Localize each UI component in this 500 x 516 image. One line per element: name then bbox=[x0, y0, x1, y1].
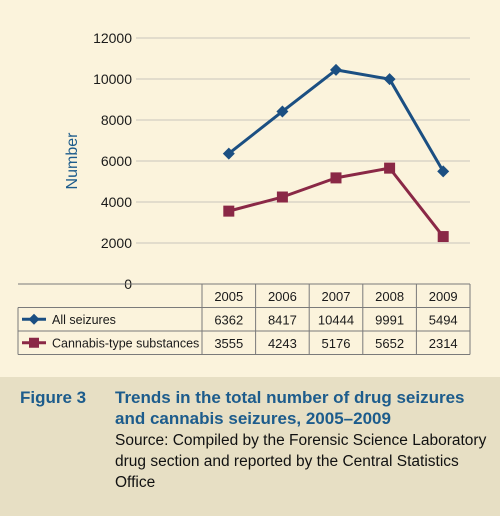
y-axis-label: Number bbox=[64, 132, 81, 190]
table-value: 9991 bbox=[375, 312, 404, 327]
data-point-diamond bbox=[222, 147, 235, 160]
x-category-label: 2005 bbox=[214, 289, 243, 304]
legend-marker-diamond bbox=[28, 313, 40, 325]
table-value: 8417 bbox=[268, 312, 297, 327]
caption-body: Trends in the total number of drug seizu… bbox=[115, 387, 490, 493]
data-point-square bbox=[330, 172, 342, 184]
y-tick-label: 10000 bbox=[93, 71, 132, 87]
x-category-label: 2007 bbox=[322, 289, 351, 304]
data-point-diamond bbox=[383, 73, 396, 86]
data-point-square bbox=[276, 191, 288, 203]
table-value: 5652 bbox=[375, 336, 404, 351]
chart-panel: 0 2000 4000 6000 8000 10000 12000 Number 2005 200… bbox=[17, 30, 471, 355]
y-tick-label: 8000 bbox=[101, 112, 132, 128]
x-category-label: 2006 bbox=[268, 289, 297, 304]
table-value: 6362 bbox=[214, 312, 243, 327]
data-point-diamond bbox=[437, 165, 450, 178]
y-tick-label: 12000 bbox=[93, 30, 132, 46]
data-point-diamond bbox=[276, 105, 289, 118]
legend-label: Cannabis-type substances bbox=[52, 336, 199, 350]
caption-panel: Figure 3 Trends in the total number of d… bbox=[0, 377, 500, 516]
table-value: 3555 bbox=[214, 336, 243, 351]
table-value: 5494 bbox=[429, 312, 458, 327]
data-point-square bbox=[384, 162, 396, 174]
legend-label: All seizures bbox=[52, 313, 116, 327]
table-value: 2314 bbox=[429, 336, 458, 351]
y-tick-label: 4000 bbox=[101, 194, 132, 210]
y-tick-label: 6000 bbox=[101, 153, 132, 169]
y-tick-label: 2000 bbox=[101, 235, 132, 251]
table-value: 4243 bbox=[268, 336, 297, 351]
data-point-square bbox=[437, 231, 449, 243]
legend-marker-square bbox=[29, 337, 39, 348]
data-point-diamond bbox=[330, 63, 342, 76]
figure-source: Source: Compiled by the Forensic Science… bbox=[115, 432, 487, 491]
figure-title: Trends in the total number of drug seizu… bbox=[115, 388, 465, 428]
table-value: 5176 bbox=[322, 336, 351, 351]
data-point-square bbox=[223, 205, 235, 217]
x-category-label: 2009 bbox=[429, 289, 458, 304]
table-value: 10444 bbox=[318, 312, 354, 327]
figure-label: Figure 3 bbox=[20, 388, 87, 407]
series-line bbox=[227, 68, 445, 173]
x-category-label: 2008 bbox=[375, 289, 404, 304]
